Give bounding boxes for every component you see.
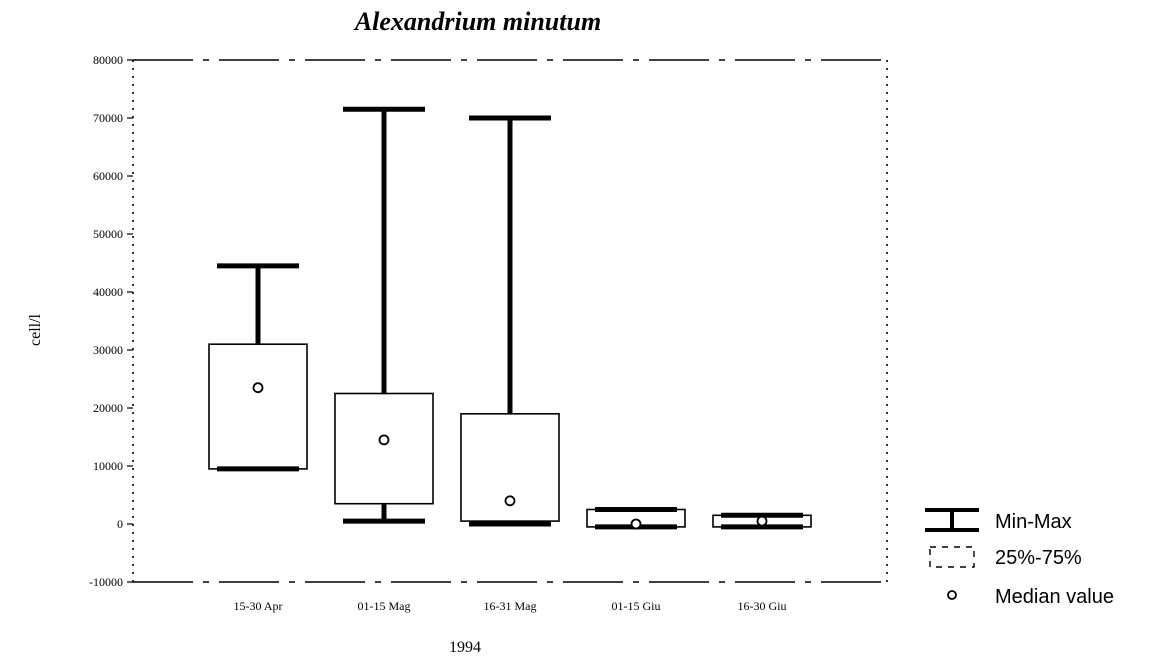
y-tick-label: 50000 (93, 227, 123, 241)
box-iqr (334, 392, 434, 505)
y-tick-label: 60000 (93, 169, 123, 183)
y-tick-label: 30000 (93, 343, 123, 357)
x-tick-label: 15-30 Apr (234, 599, 283, 613)
y-tick-label: 10000 (93, 459, 123, 473)
boxes-group (208, 106, 812, 530)
y-tick-label: 0 (117, 517, 123, 531)
x-axis: 15-30 Apr 01-15 Mag 16-31 Mag 01-15 Giu 16-3… (234, 599, 787, 613)
box-iqr (208, 343, 308, 470)
legend-quartiles-label: 25%-75% (995, 547, 1082, 569)
median-point (630, 518, 642, 530)
x-tick-label: 01-15 Giu (612, 599, 661, 613)
y-axis: -10000 0 10000 20000 30000 40000 50000 60000 700… (89, 53, 133, 589)
legend-quartiles: 25%-75% (929, 546, 1082, 569)
box-3 (460, 115, 560, 527)
y-tick-label: 70000 (93, 111, 123, 125)
legend-median-label: Median value (995, 586, 1114, 608)
y-tick-label: -10000 (89, 575, 123, 589)
median-point (504, 495, 516, 507)
legend-min-max-label: Min-Max (995, 511, 1072, 533)
box-5 (712, 512, 812, 530)
x-tick-label: 16-31 Mag (484, 599, 537, 613)
legend-median: Median value (947, 586, 1114, 608)
box-4 (586, 507, 686, 530)
y-tick-label: 40000 (93, 285, 123, 299)
median-point (378, 434, 390, 446)
legend: Min-Max 25%-75% Median value (925, 508, 1114, 608)
legend-min-max: Min-Max (925, 508, 1072, 533)
box-1 (208, 263, 308, 472)
x-axis-label: 1994 (449, 639, 481, 656)
y-tick-label: 80000 (93, 53, 123, 67)
chart-title: Alexandrium minutum (353, 7, 601, 36)
y-tick-label: 20000 (93, 401, 123, 415)
x-tick-label: 16-30 Giu (738, 599, 787, 613)
median-point (252, 382, 264, 394)
median-point (756, 515, 768, 527)
plot-frame (132, 59, 888, 583)
legend-median-symbol (947, 590, 957, 600)
legend-quartiles-symbol (929, 546, 975, 568)
y-axis-label: cell/l (27, 313, 44, 346)
box-2 (334, 106, 434, 524)
x-tick-label: 01-15 Mag (358, 599, 411, 613)
